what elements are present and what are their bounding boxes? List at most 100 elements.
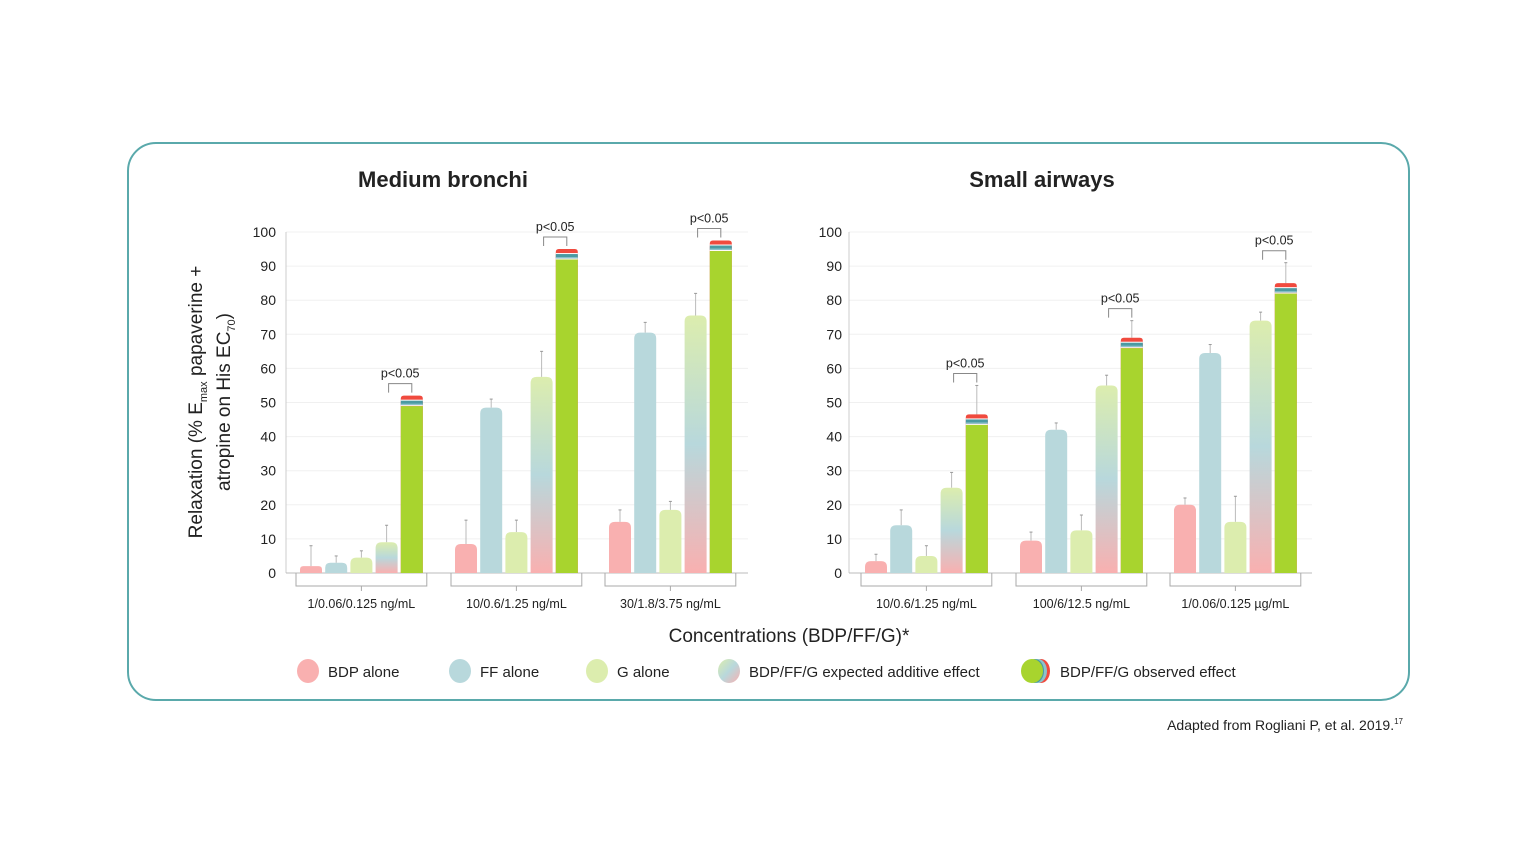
y-title-part: papaverine + (186, 266, 207, 382)
legend: BDP alone FF alone G alone BDP/FF/G expecte… (297, 659, 1236, 683)
bar-observed-fill (965, 424, 988, 573)
p-value-label: p<0.05 (536, 220, 575, 234)
legend-swatch-ff (449, 659, 471, 683)
y-tick-label: 30 (260, 463, 276, 479)
p-value-label: p<0.05 (381, 367, 420, 381)
bar-stripe-blue (555, 257, 578, 259)
x-category-label: 1/0.06/0.125 µg/mL (1181, 597, 1289, 611)
group-bracket (295, 573, 428, 587)
bar-stripe-separator (400, 405, 423, 407)
y-tick-label: 0 (268, 565, 276, 581)
bar-bdp (1174, 504, 1196, 573)
bar-stripe-teal (1120, 342, 1143, 347)
legend-swatch-expected (718, 659, 740, 683)
chart-title-medium-bronchi: Medium bronchi (358, 167, 528, 192)
significance-bracket (388, 383, 413, 393)
legend-swatch-bdp (297, 659, 319, 683)
legend-swatch-observed (1021, 659, 1043, 683)
bar-bdp (609, 521, 631, 573)
significance-bracket (1108, 308, 1133, 318)
significance-bracket (1262, 250, 1287, 260)
y-tick-label: 90 (260, 258, 276, 274)
y-title-part: ) (214, 313, 235, 319)
bar-stripe-teal (1274, 288, 1297, 293)
bar-stripe-separator (709, 250, 732, 252)
y-tick-label: 70 (260, 326, 276, 342)
p-value-label: p<0.05 (1101, 292, 1140, 306)
figure-frame (127, 142, 1410, 701)
y-tick-label: 70 (826, 326, 842, 342)
legend-label: BDP/FF/G observed effect (1060, 664, 1236, 681)
bar-stripe-blue (400, 403, 423, 406)
bar-g (1224, 521, 1247, 573)
bar-ff (325, 562, 348, 573)
significance-bracket (953, 372, 978, 383)
y-title-sub: max (198, 381, 210, 402)
bar-ff (1199, 353, 1222, 573)
legend-swatch-g (586, 659, 608, 683)
y-tick-label: 90 (826, 258, 842, 274)
y-tick-label: 40 (826, 429, 842, 445)
source-text: Adapted from Rogliani P, et al. 2019. (1167, 717, 1394, 733)
x-category-label: 1/0.06/0.125 ng/mL (308, 597, 416, 611)
bar-expected (530, 376, 553, 573)
y-tick-label: 60 (260, 360, 276, 376)
bar-ff (1045, 429, 1068, 573)
p-value-label: p<0.05 (1255, 234, 1294, 248)
y-tick-label: 10 (826, 531, 842, 547)
legend-label: BDP/FF/G expected additive effect (749, 664, 981, 681)
plot-1: 0 10 20 30 40 50 60 70 80 90 100 10/0.6/1.25 ng/mL p… (819, 224, 1312, 611)
bar-bdp (455, 544, 477, 573)
bar-bdp (300, 566, 322, 573)
bar-observed-fill (400, 406, 423, 573)
y-tick-label: 40 (260, 429, 276, 445)
group-bracket (450, 573, 583, 587)
y-title-part: atropine on His EC (214, 332, 235, 491)
bar-stripe-separator (1120, 347, 1143, 349)
bar-stripe-teal (400, 400, 423, 405)
y-tick-label: 100 (819, 224, 843, 240)
bar-ff (890, 525, 913, 573)
p-value-label: p<0.05 (946, 356, 985, 370)
significance-bracket (543, 236, 568, 247)
bar-ff (480, 407, 503, 573)
significance-bracket (697, 228, 722, 238)
y-tick-label: 80 (826, 292, 842, 308)
bar-observed-fill (709, 251, 732, 573)
bar-stripe-separator (965, 423, 988, 425)
x-category-label: 10/0.6/1.25 ng/mL (876, 597, 977, 611)
bar-stripe-blue (1120, 345, 1143, 348)
x-category-label: 100/6/12.5 ng/mL (1033, 597, 1130, 611)
group-bracket (1169, 573, 1302, 587)
bar-g (659, 509, 682, 573)
bar-stripe-blue (965, 422, 988, 424)
bar-stripe-blue (709, 248, 732, 251)
bar-g (505, 532, 528, 573)
y-tick-label: 0 (834, 565, 842, 581)
y-tick-label: 20 (260, 497, 276, 513)
group-bracket (1015, 573, 1148, 587)
bar-expected (940, 487, 963, 573)
y-tick-label: 50 (826, 395, 842, 411)
svg-text:atropine on His EC70): atropine on His EC70) (214, 313, 238, 491)
bar-stripe-separator (1274, 292, 1297, 294)
legend-label: G alone (617, 664, 670, 681)
y-tick-label: 50 (260, 395, 276, 411)
y-tick-label: 20 (826, 497, 842, 513)
y-tick-label: 100 (253, 224, 277, 240)
bar-bdp (1020, 540, 1042, 573)
bar-expected (375, 542, 398, 573)
y-title-sub: 70 (226, 319, 238, 331)
x-category-label: 10/0.6/1.25 ng/mL (466, 597, 567, 611)
bar-expected (1095, 385, 1118, 573)
bar-g (350, 557, 373, 573)
bar-g (1070, 530, 1093, 573)
x-axis-title: Concentrations (BDP/FF/G)* (669, 626, 910, 647)
legend-label: FF alone (480, 664, 539, 681)
group-bracket (860, 573, 993, 587)
y-tick-label: 60 (826, 360, 842, 376)
bar-ff (634, 332, 657, 573)
svg-text:Relaxation (% Emax papaverine: Relaxation (% Emax papaverine + (186, 266, 210, 539)
y-tick-label: 10 (260, 531, 276, 547)
legend-label: BDP alone (328, 664, 399, 681)
